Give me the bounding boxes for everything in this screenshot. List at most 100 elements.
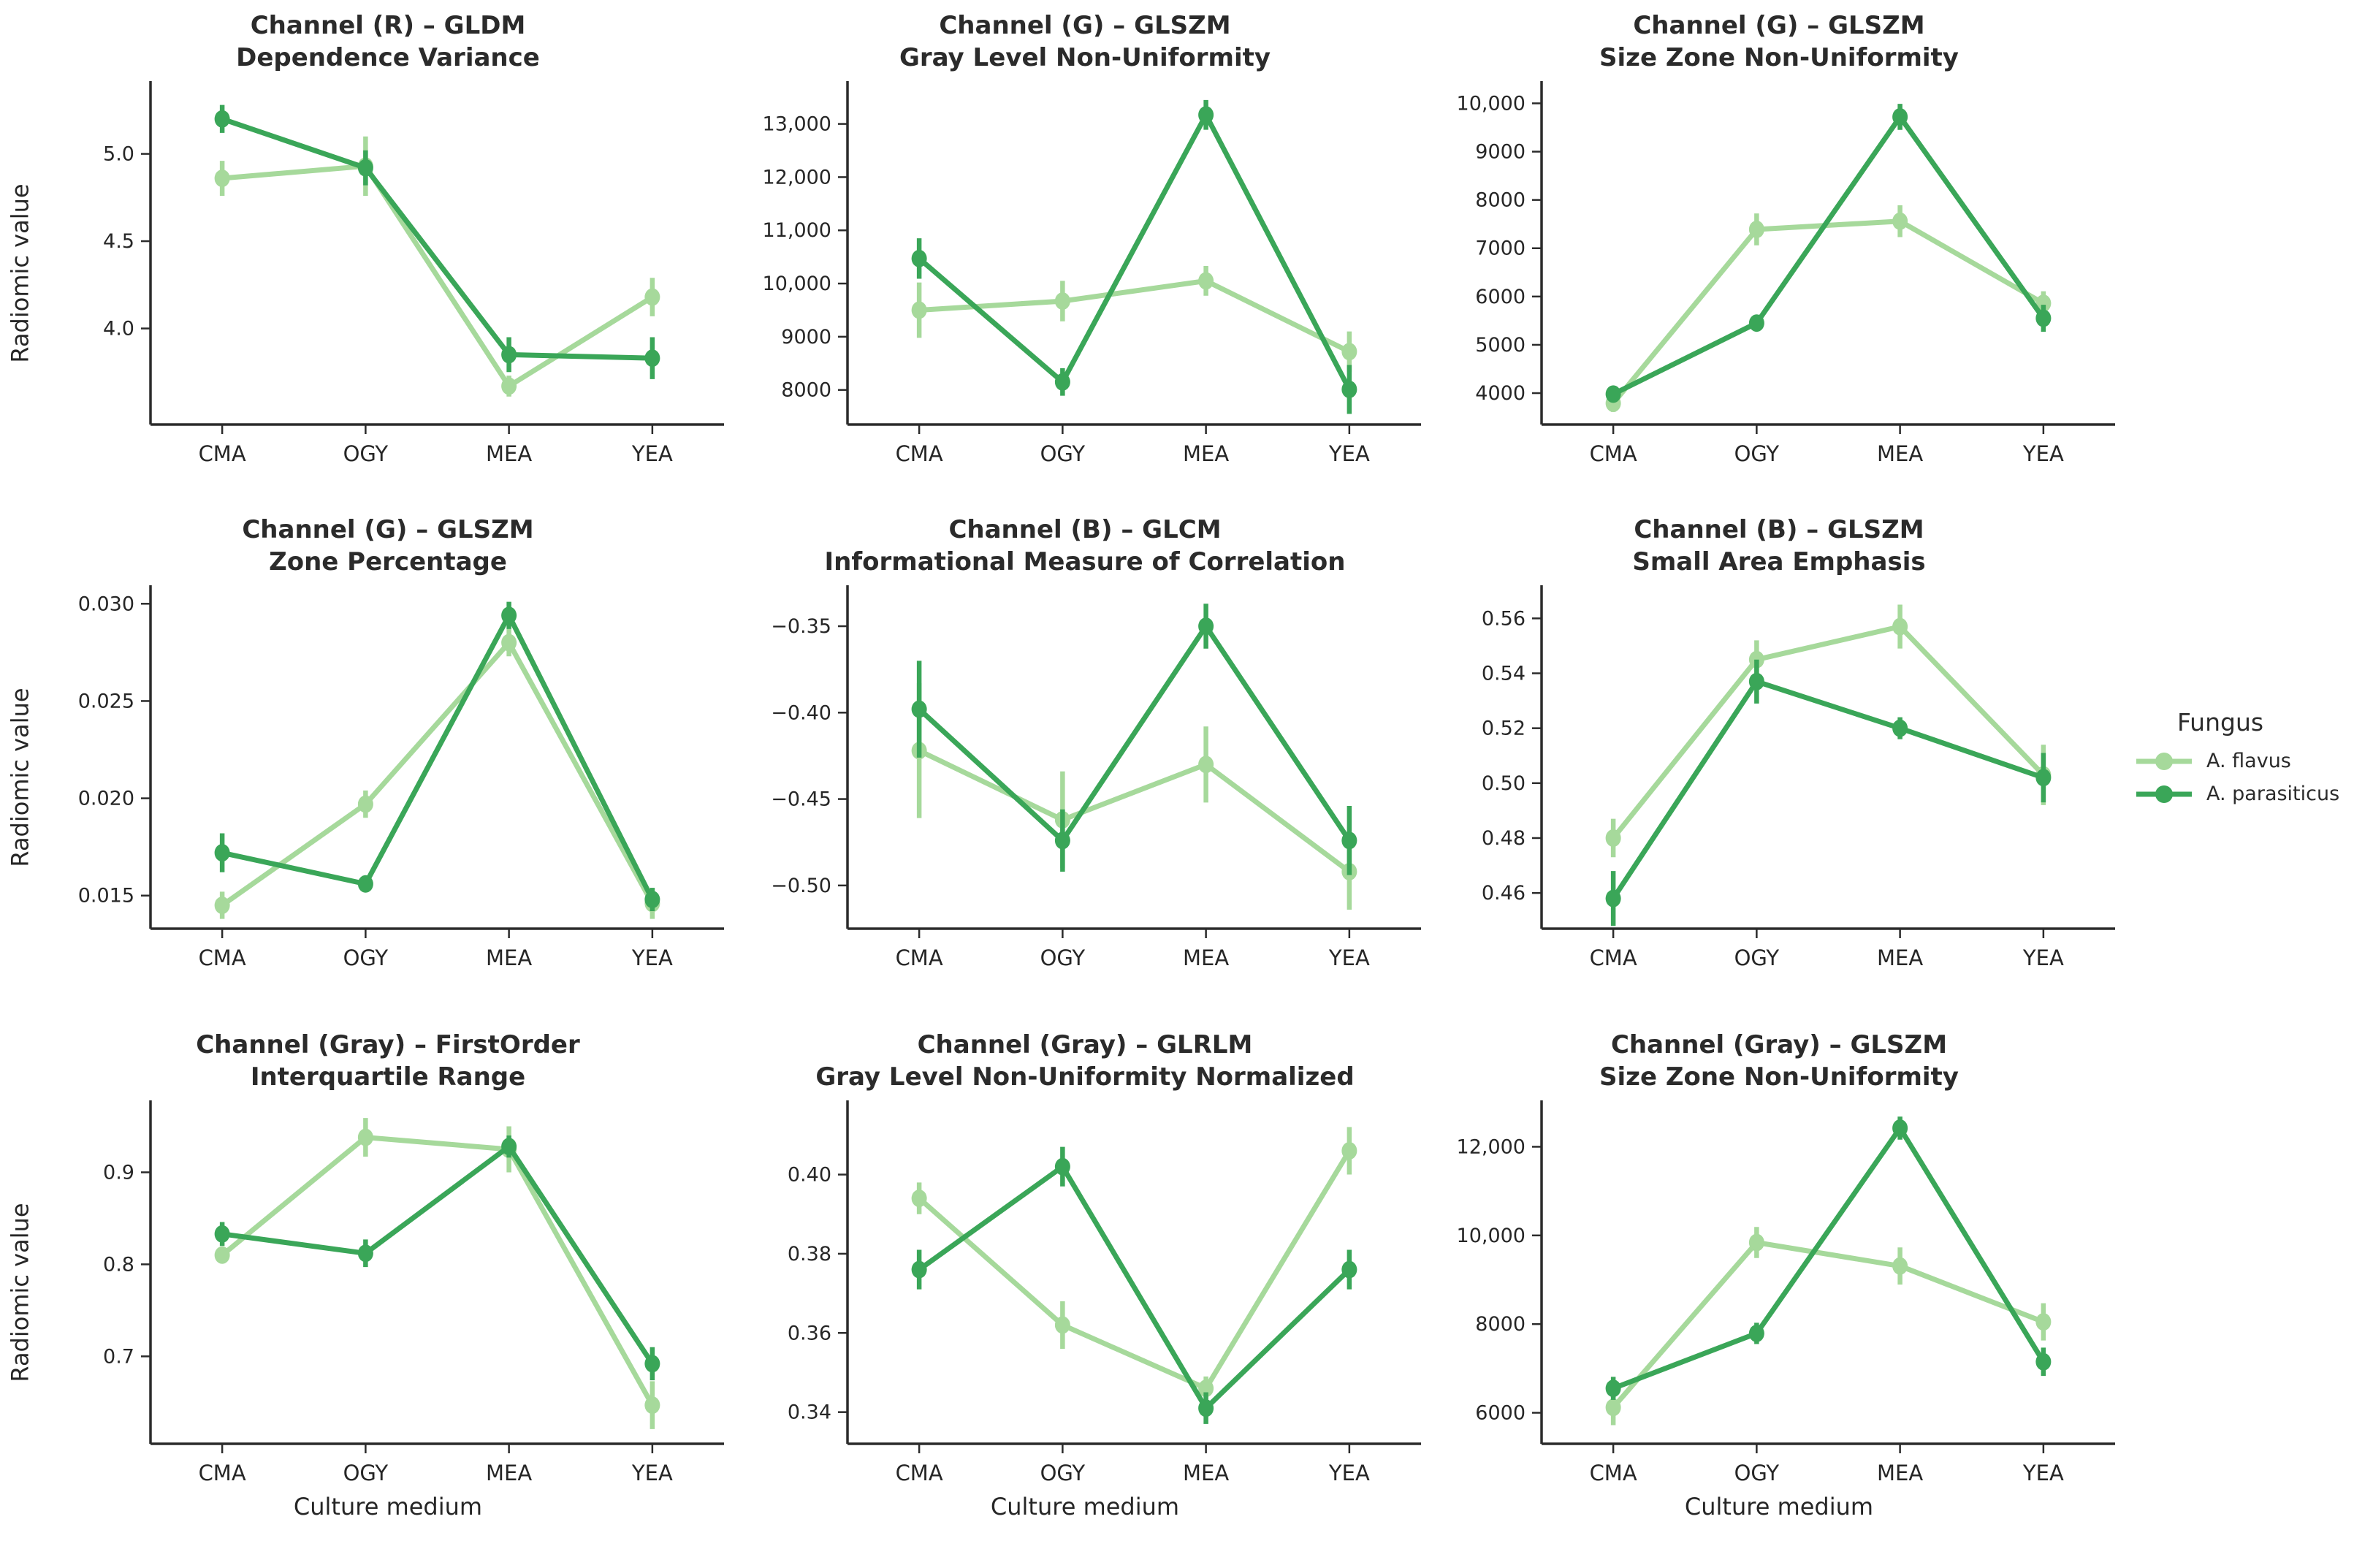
y-tick-label: 0.50 [1482,772,1526,795]
chart-title-line1: Channel (G) – GLSZM [1633,11,1925,40]
chart-title-line2: Gray Level Non-Uniformity [899,42,1271,72]
series-line [221,640,655,907]
legend: Fungus A. flavus A. parasiticus [2126,504,2373,1019]
y-tick-label: −0.40 [771,701,831,724]
x-axis-label: Culture medium [293,1493,483,1521]
y-tick-label: 13,000 [763,113,831,136]
data-point-marker [1748,650,1764,669]
x-tick-label: MEA [486,441,532,466]
data-point-marker [1605,889,1621,907]
y-tick-label: 12,000 [1457,1135,1526,1158]
legend-label: A. parasiticus [2206,783,2340,805]
x-tick-label: CMA [199,441,246,466]
legend-swatch-flavus-icon [2136,752,2192,770]
chart-title-line1: Channel (R) – GLDM [250,11,526,40]
legend-item-flavus: A. flavus [2133,750,2291,772]
chart-title: Channel (B) – GLCM Informational Measure … [738,504,1432,578]
data-point-marker [1054,373,1070,391]
x-tick-label: OGY [343,945,389,970]
chart-title-line1: Channel (Gray) – GLRLM [917,1030,1253,1059]
series-line [1612,1125,2046,1391]
x-tick-label: CMA [199,945,246,970]
data-point-marker [911,1260,927,1279]
series-line [918,748,1351,874]
x-tick-label: OGY [1040,1461,1086,1485]
chart-title-line1: Channel (Gray) – GLSZM [1610,1030,1948,1059]
legend-title: Fungus [2177,708,2264,737]
chart-canvas: −0.50 −0.45 −0.40 −0.35 CMA OGY MEA YEA [771,585,1421,970]
chart-title: Channel (G) – GLSZM Size Zone Non-Uniform… [1432,0,2126,74]
chart-title-line1: Channel (G) – GLSZM [242,515,534,544]
y-tick-label: 0.46 [1482,882,1526,905]
y-tick-label: 0.54 [1482,663,1526,685]
chart-title-line1: Channel (Gray) – FirstOrder [196,1030,580,1059]
data-point-marker [644,288,660,306]
y-axis-label: Radiomic value [7,687,34,867]
x-tick-label: YEA [2022,1461,2064,1485]
x-tick-label: CMA [896,945,943,970]
x-tick-label: YEA [1328,1461,1370,1485]
data-point-marker [1054,1157,1070,1176]
chart-title: Channel (R) – GLDM Dependence Variance [41,0,735,74]
y-tick-label: 9000 [1475,141,1526,164]
series-line [917,1149,1352,1391]
series-line [1611,679,2045,900]
chart-title-line2: Informational Measure of Correlation [824,547,1346,576]
y-tick-label: 8000 [1475,1313,1526,1336]
x-tick-label: MEA [486,945,532,970]
series-line [1611,218,2045,406]
x-tick-label: MEA [1183,1461,1229,1485]
y-tick-label: 0.015 [78,885,134,907]
x-tick-label: YEA [631,441,673,466]
y-tick-label: 0.7 [103,1345,134,1368]
chart-title-line2: Zone Percentage [269,547,507,576]
y-tick-label: 4.5 [103,230,134,253]
series-line [221,116,652,361]
x-tick-label: MEA [1877,1461,1923,1485]
data-point-marker [1892,719,1908,737]
x-tick-label: MEA [486,1461,532,1485]
data-point-marker [1054,292,1070,311]
chart-title: Channel (Gray) – GLSZM Size Zone Non-Unif… [1432,1019,2126,1093]
x-tick-label: OGY [1734,945,1780,970]
series-line [1611,624,2046,840]
series-line [917,623,1352,843]
subplot-gray-firstorder-interquartile-range: Channel (Gray) – FirstOrder Interquartile… [0,1019,738,1568]
data-point-marker [644,1396,660,1415]
data-point-marker [357,159,373,177]
y-tick-label: 4000 [1475,382,1526,405]
y-tick-label: 0.025 [78,690,134,712]
data-point-marker [357,795,373,813]
series-line [1612,114,2046,397]
x-tick-label: YEA [1328,441,1370,466]
data-point-marker [1605,1398,1621,1417]
data-point-marker [501,346,517,364]
y-tick-label: 8000 [1475,189,1526,212]
data-point-marker [2035,769,2052,787]
x-tick-label: MEA [1183,945,1229,970]
data-point-marker [1198,756,1214,774]
data-point-marker [2035,1352,2052,1371]
y-tick-label: 0.36 [788,1322,831,1344]
data-point-marker [1198,1399,1214,1417]
data-point-marker [2035,309,2052,327]
subplot-r-gldm-dependence-variance: Channel (R) – GLDM Dependence Variance Ra… [0,0,738,504]
chart-canvas: 8000 9000 10,000 11,000 12,000 13,000 CMA OGY ME… [763,81,1421,466]
x-tick-label: CMA [1590,945,1637,970]
x-tick-label: YEA [2022,945,2064,970]
x-tick-label: YEA [631,1461,673,1485]
subplot-gray-glrlm-gray-level-non-uniformity-normalized: Channel (Gray) – GLRLM Gray Level Non-Uni… [738,1019,1432,1568]
chart-title-line2: Dependence Variance [236,42,540,72]
data-point-marker [1341,380,1357,398]
x-axis-label: Culture medium [1684,1493,1874,1521]
data-point-marker [911,301,927,319]
chart-title: Channel (Gray) – FirstOrder Interquartile… [41,1019,735,1093]
y-tick-label: 8000 [781,379,831,402]
legend-item-parasiticus: A. parasiticus [2133,783,2339,805]
data-point-marker [1198,272,1214,290]
series-line [918,1164,1352,1411]
data-point-marker [214,170,230,188]
x-tick-label: OGY [343,1461,389,1485]
x-tick-label: OGY [1040,945,1086,970]
chart-title-line1: Channel (B) – GLCM [948,515,1222,544]
